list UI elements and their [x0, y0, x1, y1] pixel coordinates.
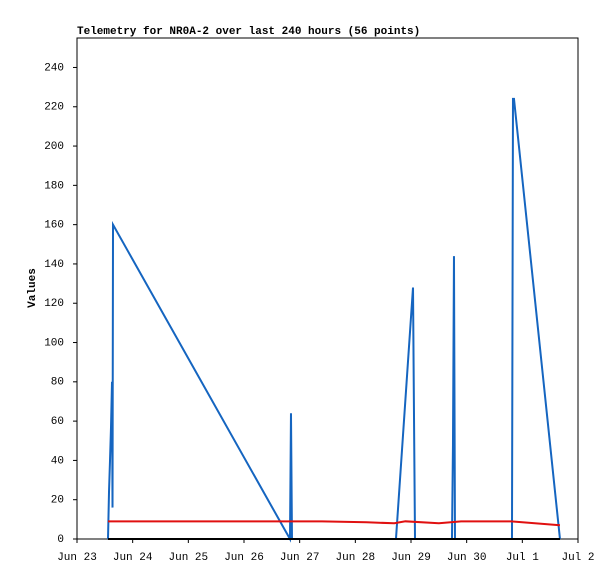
x-tick-label: Jun 26 — [224, 552, 264, 564]
x-tick-label: Jun 25 — [169, 552, 209, 564]
y-tick-label: 20 — [51, 495, 64, 507]
series-line — [108, 520, 561, 527]
x-tick-label: Jun 30 — [447, 552, 487, 564]
y-tick-label: 200 — [44, 141, 64, 153]
x-tick-label: Jun 28 — [336, 552, 376, 564]
x-tick-label: Jun 24 — [113, 552, 153, 564]
y-tick-label: 240 — [44, 62, 64, 74]
y-tick-label: 120 — [44, 298, 64, 310]
y-tick-label: 180 — [44, 180, 64, 192]
y-tick-label: 100 — [44, 337, 64, 349]
x-tick-label: Jul 1 — [506, 552, 539, 564]
x-tick-label: Jun 29 — [391, 552, 431, 564]
y-tick-label: 160 — [44, 220, 64, 232]
y-tick-label: 40 — [51, 455, 64, 467]
x-tick-label: Jul 2 — [561, 552, 594, 564]
x-tick-label: Jun 23 — [57, 552, 97, 564]
y-tick-label: 0 — [57, 534, 64, 546]
y-tick-label: 220 — [44, 102, 64, 114]
x-tick-label: Jun 27 — [280, 552, 320, 564]
y-tick-label: 60 — [51, 416, 64, 428]
y-axis-label: Values — [27, 268, 39, 308]
y-tick-label: 140 — [44, 259, 64, 271]
y-tick-label: 80 — [51, 377, 64, 389]
chart-title: Telemetry for NR0A-2 over last 240 hours… — [77, 26, 420, 38]
